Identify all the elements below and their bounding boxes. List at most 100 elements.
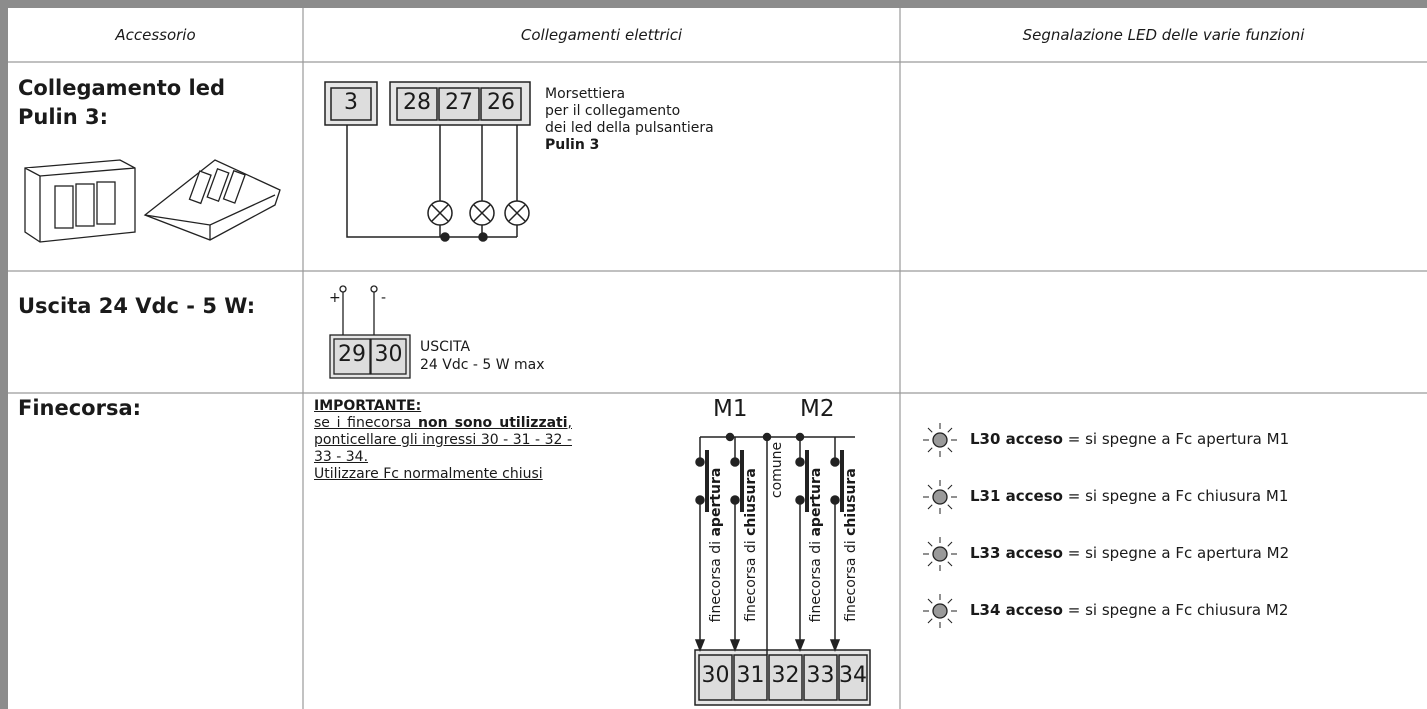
pulin-icons — [24, 159, 281, 243]
switch-label: finecorsa di — [743, 536, 759, 622]
switch-label: finecorsa di apertura — [808, 468, 824, 623]
note-title: IMPORTANTE: — [314, 398, 422, 414]
led-ray — [947, 484, 953, 490]
switch-label: finecorsa di — [843, 536, 859, 622]
terminal: 28 — [403, 90, 431, 115]
note-bold: non sono utilizzati — [417, 415, 568, 431]
led-row: L33 acceso = si spegne a Fc apertura M2 — [970, 544, 1289, 562]
note-text: se i finecorsa non sono utilizzati, pont… — [314, 415, 572, 466]
contact — [695, 457, 705, 467]
terminal: 3 — [344, 90, 358, 115]
limit-switch — [694, 432, 735, 653]
switch-kind: chiusura — [843, 468, 859, 536]
switch-kind: apertura — [708, 468, 724, 537]
led-icons — [923, 423, 957, 628]
led-text: = si spegne a Fc chiusura M1 — [1062, 487, 1289, 505]
led-ray — [927, 427, 933, 433]
arrow — [829, 639, 841, 653]
led-ray — [947, 541, 953, 547]
led-ray — [947, 598, 953, 604]
switch-label: finecorsa di chiusura — [743, 468, 759, 622]
junction — [795, 432, 805, 442]
led-ray — [927, 484, 933, 490]
terminal: 29 — [338, 342, 366, 367]
led-ray — [947, 427, 953, 433]
led-icon — [932, 432, 948, 448]
led-label: L33 acceso — [970, 544, 1063, 562]
contact — [795, 457, 805, 467]
switch-label: finecorsa di — [808, 537, 824, 623]
pulin-wiring — [324, 81, 531, 242]
description: dei led della pulsantiera — [545, 120, 714, 136]
description: 24 Vdc - 5 W max — [420, 357, 545, 373]
led-text: = si spegne a Fc apertura M2 — [1062, 544, 1290, 562]
accessory-name: Collegamento led Pulin 3: — [18, 76, 226, 129]
led-ray — [927, 541, 933, 547]
limit-switch — [829, 437, 844, 653]
column-header: Collegamenti elettrici — [520, 26, 683, 44]
polarity: + — [329, 290, 341, 306]
terminal: 30 — [374, 342, 403, 367]
switch-kind: apertura — [808, 468, 824, 537]
led-icon — [932, 603, 948, 619]
note-text: , ponticellare gli ingressi 30 - 31 - 32… — [314, 415, 572, 465]
polarity: - — [381, 290, 387, 306]
contact — [795, 495, 805, 505]
led-text: = si spegne a Fc apertura M1 — [1062, 430, 1290, 448]
contact — [730, 457, 740, 467]
led-row: L31 acceso = si spegne a Fc chiusura M1 — [970, 487, 1288, 505]
arrow — [794, 639, 806, 653]
accessory-name: Uscita 24 Vdc - 5 W: — [18, 294, 256, 318]
led-ray — [947, 447, 953, 453]
led-ray — [927, 618, 933, 624]
led-ray — [927, 561, 933, 567]
contact — [830, 457, 840, 467]
led-ray — [947, 618, 953, 624]
junction — [725, 432, 735, 442]
terminal: 33 — [806, 663, 835, 688]
terminal: 30 — [701, 663, 730, 688]
led-ray — [927, 447, 933, 453]
accessory-name: Finecorsa: — [18, 396, 142, 420]
description: Pulin 3 — [545, 137, 600, 153]
led-icon — [932, 489, 948, 505]
switch-label: finecorsa di — [708, 537, 724, 623]
switch-kind: chiusura — [743, 468, 759, 536]
description: per il collegamento — [545, 103, 681, 119]
terminal: 32 — [771, 663, 800, 688]
note-closing: Utilizzare Fc normalmente chiusi — [314, 466, 543, 482]
arrow — [694, 639, 706, 653]
led-row: L30 acceso = si spegne a Fc apertura M1 — [970, 430, 1289, 448]
description: USCITA — [420, 339, 471, 355]
switch-label: finecorsa di chiusura — [843, 468, 859, 622]
switch-label: finecorsa di apertura — [708, 468, 724, 623]
terminal: 34 — [839, 663, 867, 688]
led-label: L34 acceso — [970, 601, 1063, 619]
led-label: L31 acceso — [970, 487, 1063, 505]
led-text: = si spegne a Fc chiusura M2 — [1062, 601, 1289, 619]
column-header: Segnalazione LED delle varie funzioni — [1022, 26, 1305, 44]
terminal: 31 — [736, 663, 765, 688]
contact — [830, 495, 840, 505]
led-row: L34 acceso = si spegne a Fc chiusura M2 — [970, 601, 1288, 619]
contact — [730, 495, 740, 505]
led-icon — [932, 546, 948, 562]
table-lines — [8, 8, 1427, 709]
motor-label: M1 — [713, 396, 748, 422]
limit-switch — [729, 432, 772, 653]
column-header: Accessorio — [115, 26, 196, 44]
terminal: 26 — [487, 90, 515, 115]
led-ray — [927, 504, 933, 510]
limit-switch-wiring — [694, 436, 871, 706]
led-ray — [947, 561, 953, 567]
common-label: comune — [769, 442, 785, 498]
arrow — [729, 639, 741, 653]
led-label: L30 acceso — [970, 430, 1063, 448]
limit-switch — [794, 432, 809, 653]
note-text: se i finecorsa — [314, 415, 418, 431]
note: IMPORTANTE: se i finecorsa non sono util… — [314, 398, 572, 483]
